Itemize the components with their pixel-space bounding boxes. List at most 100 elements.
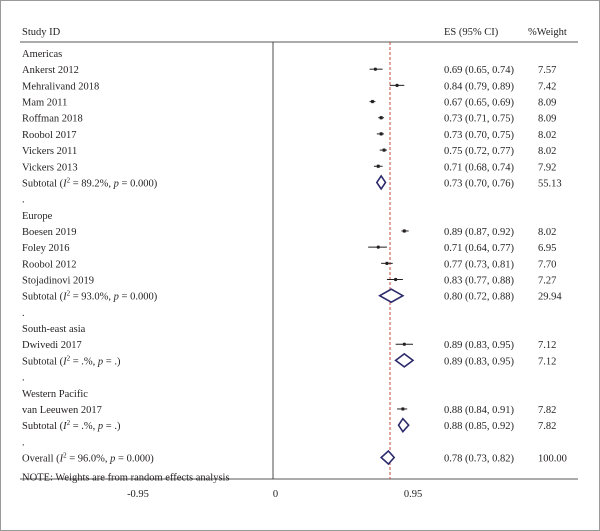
overall-row: Overall (I2 = 96.0%, p = 0.000) 0.78 (0.7…	[22, 449, 567, 466]
study-label: Mam 2011	[22, 98, 67, 109]
weight-value: 7.70	[538, 259, 556, 270]
study-row: Vickers 2011 0.75 (0.72, 0.77) 8.02	[22, 146, 556, 157]
study-label: Ankerst 2012	[22, 65, 79, 76]
es-ci-value: 0.73 (0.70, 0.76)	[444, 178, 514, 189]
dot-label: .	[22, 373, 25, 384]
study-row: Roobol 2012 0.77 (0.73, 0.81) 7.70	[22, 259, 556, 270]
weight-value: 7.57	[538, 65, 556, 76]
weight-value: 100.00	[538, 454, 567, 465]
study-label: van Leeuwen 2017	[22, 405, 102, 416]
es-ci-value: 0.77 (0.73, 0.81)	[444, 259, 514, 270]
study-label: Boesen 2019	[22, 227, 77, 238]
group-label: Americas	[22, 49, 62, 60]
weight-value: 8.02	[538, 130, 556, 141]
group-label: Europe	[22, 211, 53, 222]
point-estimate	[395, 83, 399, 87]
point-estimate	[373, 67, 377, 71]
subtotal-diamond	[397, 417, 410, 433]
weight-value: 7.12	[538, 340, 556, 351]
note-row: NOTE: Weights are from random effects an…	[22, 473, 230, 484]
study-row: Boesen 2019 0.89 (0.87, 0.92) 8.02	[22, 227, 556, 238]
es-ci-value: 0.67 (0.65, 0.69)	[444, 98, 514, 109]
dot-row: .	[22, 437, 25, 448]
subtotal-diamond	[375, 174, 387, 191]
weight-value: 6.95	[538, 243, 556, 254]
es-ci-value: 0.73 (0.71, 0.75)	[444, 114, 514, 125]
overall-diamond	[379, 449, 396, 466]
study-row: Stojadinovi 2019 0.83 (0.77, 0.88) 7.27	[22, 276, 556, 287]
point-estimate	[370, 99, 375, 104]
dot-row: .	[22, 195, 25, 206]
weight-value: 7.82	[538, 405, 556, 416]
weight-value: 8.09	[538, 114, 556, 125]
point-estimate	[376, 164, 380, 168]
group-row: South-east asia	[22, 324, 86, 335]
weight-value: 8.09	[538, 98, 556, 109]
subtotal-diamond	[394, 352, 415, 368]
point-estimate	[402, 342, 406, 346]
weight-value: 8.02	[538, 227, 556, 238]
study-row: Ankerst 2012 0.69 (0.65, 0.74) 7.57	[22, 65, 556, 76]
study-row: Roobol 2017 0.73 (0.70, 0.75) 8.02	[22, 130, 556, 141]
weight-value: 7.82	[538, 421, 556, 432]
es-ci-value: 0.75 (0.72, 0.77)	[444, 146, 514, 157]
study-label: Dwivedi 2017	[22, 340, 82, 351]
study-label: Mehralivand 2018	[22, 81, 99, 92]
study-row: Dwivedi 2017 0.89 (0.83, 0.95) 7.12	[22, 340, 556, 351]
point-estimate	[379, 116, 383, 120]
study-row: Mam 2011 0.67 (0.65, 0.69) 8.09	[22, 98, 556, 109]
point-estimate	[394, 277, 398, 282]
overall-label: Overall (I2 = 96.0%, p = 0.000)	[22, 452, 154, 465]
subtotal-label: Subtotal (I2 = 93.0%, p = 0.000)	[22, 290, 158, 303]
note-label: NOTE: Weights are from random effects an…	[22, 473, 230, 484]
dot-label: .	[22, 308, 25, 319]
weight-value: 8.02	[538, 146, 556, 157]
point-estimate	[379, 132, 383, 136]
dot-row: .	[22, 308, 25, 319]
point-estimate	[402, 229, 406, 233]
study-label: Roobol 2012	[22, 259, 77, 270]
es-ci-value: 0.73 (0.70, 0.75)	[444, 130, 514, 141]
subtotal-row: Subtotal (I2 = 89.2%, p = 0.000) 0.73 (0.…	[22, 174, 562, 191]
es-ci-value: 0.89 (0.87, 0.92)	[444, 227, 514, 238]
es-ci-value: 0.80 (0.72, 0.88)	[444, 292, 514, 303]
es-ci-value: 0.83 (0.77, 0.88)	[444, 276, 514, 287]
study-label: Vickers 2011	[22, 146, 77, 157]
es-ci-value: 0.89 (0.83, 0.95)	[444, 340, 514, 351]
es-ci-value: 0.69 (0.65, 0.74)	[444, 65, 514, 76]
header-study-id: Study ID	[22, 27, 61, 38]
study-row: van Leeuwen 2017 0.88 (0.84, 0.91) 7.82	[22, 405, 556, 416]
point-estimate	[382, 148, 386, 152]
es-ci-value: 0.84 (0.79, 0.89)	[444, 81, 514, 92]
study-label: Foley 2016	[22, 243, 70, 254]
subtotal-label: Subtotal (I2 = .%, p = .)	[22, 419, 121, 432]
point-estimate	[385, 261, 389, 265]
weight-value: 55.13	[538, 178, 562, 189]
es-ci-value: 0.78 (0.73, 0.82)	[444, 454, 514, 465]
group-row: Europe	[22, 211, 53, 222]
study-label: Roobol 2017	[22, 130, 77, 141]
study-row: Vickers 2013 0.71 (0.68, 0.74) 7.92	[22, 162, 556, 173]
study-label: Roffman 2018	[22, 114, 83, 125]
es-ci-value: 0.88 (0.85, 0.92)	[444, 421, 514, 432]
subtotal-row: Subtotal (I2 = .%, p = .) 0.88 (0.85, 0.9…	[22, 417, 556, 433]
group-label: South-east asia	[22, 324, 86, 335]
study-label: Stojadinovi 2019	[22, 276, 94, 287]
es-ci-value: 0.71 (0.68, 0.74)	[444, 162, 514, 173]
weight-value: 7.42	[538, 81, 556, 92]
x-tick-label: -0.95	[127, 489, 149, 500]
dot-label: .	[22, 195, 25, 206]
header-weight: %Weight	[528, 27, 567, 38]
study-row: Foley 2016 0.71 (0.64, 0.77) 6.95	[22, 243, 556, 254]
subtotal-row: Subtotal (I2 = .%, p = .) 0.89 (0.83, 0.9…	[22, 352, 556, 368]
study-row: Roffman 2018 0.73 (0.71, 0.75) 8.09	[22, 114, 556, 125]
dot-label: .	[22, 437, 25, 448]
x-axis: -0.95 0 0.95	[127, 489, 422, 500]
es-ci-value: 0.88 (0.84, 0.91)	[444, 405, 514, 416]
dot-row: .	[22, 373, 25, 384]
es-ci-value: 0.89 (0.83, 0.95)	[444, 356, 514, 367]
forest-rows: Americas Ankerst 2012 0.69 (0.65, 0.74) 7.5…	[22, 49, 567, 484]
point-estimate	[376, 245, 380, 249]
